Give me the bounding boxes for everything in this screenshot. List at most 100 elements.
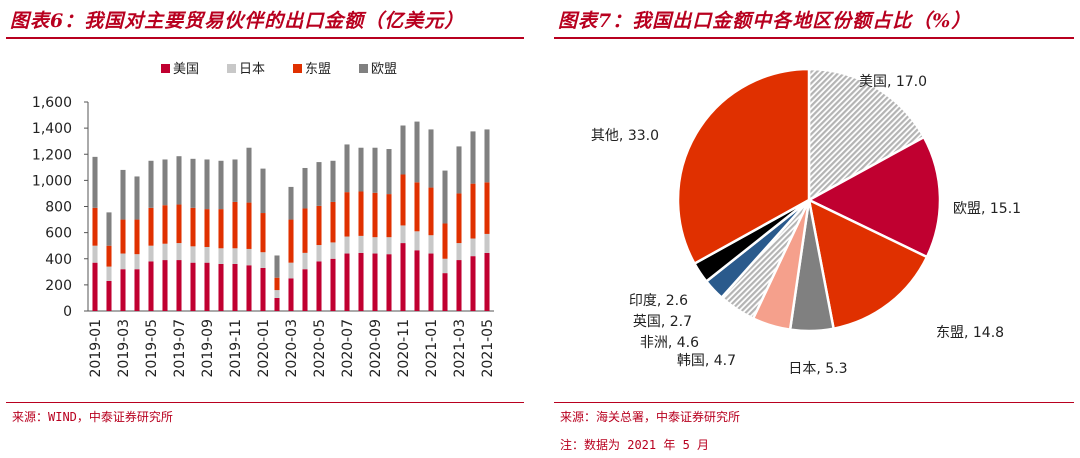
bar-segment-东盟 (302, 208, 308, 253)
bar-segment-日本 (120, 253, 126, 270)
bar-segment-东盟 (386, 194, 392, 238)
bar-group-2019-02 (106, 212, 112, 311)
bar-segment-东盟 (484, 182, 490, 234)
bar-segment-美国 (316, 261, 322, 311)
bar-segment-美国 (120, 269, 126, 311)
bar-group-2020-06 (330, 160, 336, 311)
bar-segment-美国 (372, 253, 378, 311)
bar-group-2020-03 (288, 186, 294, 311)
bar-segment-美国 (358, 252, 364, 311)
x-tick-label: 2020-05 (312, 319, 328, 378)
bar-segment-东盟 (92, 207, 98, 246)
bar-group-2020-09 (372, 147, 378, 311)
pie-slice-其他 (676, 67, 811, 266)
bar-group-2019-03 (120, 169, 126, 311)
bar-segment-日本 (176, 243, 182, 261)
bar-segment-东盟 (414, 182, 420, 232)
x-tick-label: 2020-11 (396, 319, 412, 378)
bar-segment-东盟 (470, 183, 476, 239)
bar-segment-美国 (148, 261, 154, 311)
y-tick-label: 0 (63, 304, 72, 320)
bar-segment-日本 (218, 248, 224, 264)
bar-segment-欧盟 (204, 159, 210, 210)
bar-segment-东盟 (134, 219, 140, 255)
bar-segment-美国 (134, 269, 140, 311)
bar-segment-东盟 (148, 207, 154, 246)
bar-chart: 美国 日本 东盟 欧盟 0 200 400 600 800 1,000 1,200 1,400 1,60… (32, 62, 496, 378)
bar-segment-东盟 (274, 277, 280, 291)
bar-segment-日本 (260, 252, 266, 268)
right-chart-title: 图表7：我国出口金额中各地区份额占比（%） (558, 10, 972, 32)
bar-group-2019-10 (218, 160, 224, 311)
bar-segment-东盟 (176, 204, 182, 244)
y-tick-label: 1,600 (32, 95, 72, 111)
bar-segment-日本 (162, 243, 168, 261)
x-tick-label: 2021-01 (424, 319, 440, 378)
x-tick-label: 2019-07 (172, 319, 188, 378)
bar-segment-美国 (442, 273, 448, 311)
pie-label-东盟: 东盟, 14.8 (936, 325, 1004, 341)
bar-segment-日本 (456, 243, 462, 261)
bar-group-2020-04 (302, 167, 308, 311)
pie-slice-美国 (807, 67, 926, 203)
bar-segment-日本 (470, 238, 476, 257)
right-note: 注：数据为 2021 年 5 月 (560, 438, 710, 452)
bar-segment-日本 (386, 237, 392, 255)
bar-segment-欧盟 (120, 169, 126, 220)
legend-label: 美国 (173, 62, 199, 77)
bar-segment-日本 (372, 237, 378, 254)
bar-segment-欧盟 (456, 146, 462, 194)
bar-segment-欧盟 (386, 149, 392, 195)
bar-segment-日本 (330, 242, 336, 259)
left-chart-panel: 图表6：我国对主要贸易伙伴的出口金额（亿美元） 美国 日本 东盟 欧盟 0 200 400 6… (0, 0, 530, 458)
x-tick-label: 2020-09 (368, 319, 384, 378)
right-source: 来源：海关总署，中泰证券研究所 (560, 410, 741, 424)
bar-segment-东盟 (106, 245, 112, 267)
bar-group-2019-07 (176, 156, 182, 311)
bar-segment-日本 (190, 246, 196, 263)
bar-segment-日本 (204, 246, 210, 263)
bar-segment-欧盟 (274, 255, 280, 278)
bar-segment-东盟 (330, 201, 336, 243)
x-tick-label: 2019-11 (228, 319, 244, 378)
bar-group-2019-01 (92, 156, 98, 311)
y-tick-label: 400 (45, 252, 72, 268)
bar-segment-日本 (316, 245, 322, 262)
bar-segment-欧盟 (414, 121, 420, 183)
bar-segment-日本 (442, 258, 448, 274)
bar-segment-欧盟 (428, 129, 434, 188)
bar-segment-日本 (232, 248, 238, 264)
y-tick-label: 1,400 (32, 121, 72, 137)
y-tick-label: 600 (45, 226, 72, 242)
bar-group-2020-11 (400, 125, 406, 311)
bar-group-2020-07 (344, 144, 350, 311)
bar-segment-欧盟 (176, 156, 182, 205)
bar-segment-日本 (358, 235, 364, 253)
legend-swatch (161, 64, 170, 73)
pie-label-非洲: 非洲, 4.6 (640, 335, 699, 351)
bar-segment-美国 (470, 256, 476, 311)
bar-segment-欧盟 (246, 147, 252, 203)
legend-swatch (227, 64, 236, 73)
bar-segment-欧盟 (232, 159, 238, 202)
pie-label-印度: 印度, 2.6 (629, 293, 688, 309)
legend-label: 东盟 (305, 62, 331, 77)
x-tick-label: 2020-07 (340, 319, 356, 378)
bar-group-2020-12 (414, 121, 420, 311)
bar-segment-日本 (148, 245, 154, 262)
bar-segment-东盟 (316, 205, 322, 246)
bar-segment-欧盟 (162, 159, 168, 206)
right-chart-panel: 图表7：我国出口金额中各地区份额占比（%） 美国, 17.0 欧盟, 15.1 东盟… (548, 0, 1080, 458)
x-tick-label: 2019-01 (88, 319, 104, 378)
bar-segment-欧盟 (106, 212, 112, 246)
bar-segment-欧盟 (92, 156, 98, 208)
x-tick-label: 2019-09 (200, 319, 216, 378)
bar-segment-日本 (274, 290, 280, 298)
bar-segment-美国 (288, 278, 294, 311)
bar-segment-东盟 (456, 193, 462, 244)
bar-segment-美国 (92, 262, 98, 311)
bar-segment-欧盟 (344, 144, 350, 193)
bar-segment-欧盟 (442, 170, 448, 224)
bar-segment-东盟 (204, 209, 210, 247)
left-source-rule (6, 402, 524, 403)
